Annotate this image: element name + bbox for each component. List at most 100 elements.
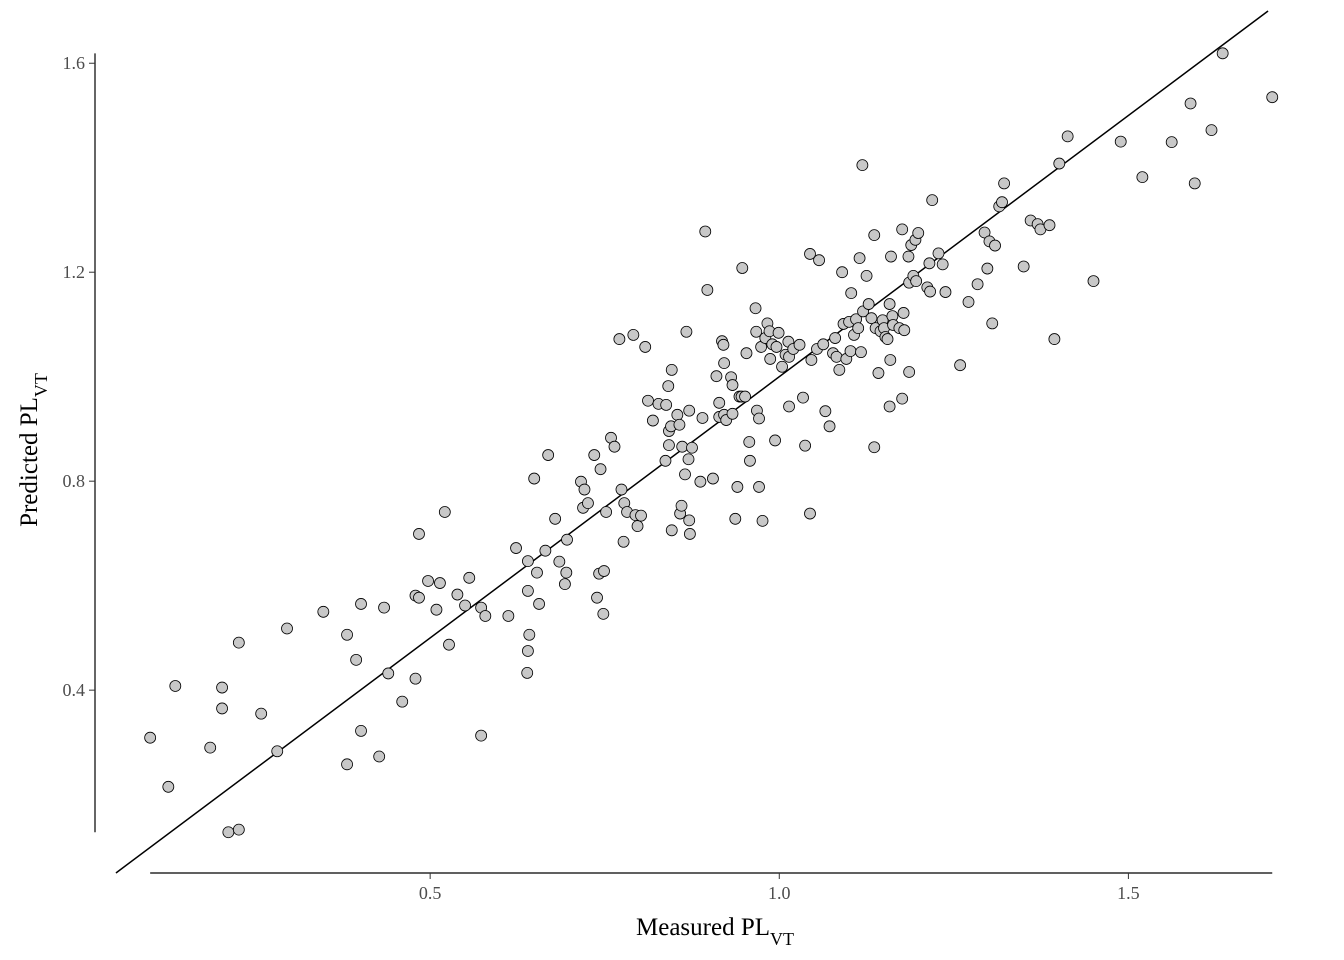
data-point <box>451 588 464 601</box>
data-point <box>726 407 739 420</box>
data-point <box>1188 177 1201 190</box>
data-point <box>413 528 425 540</box>
data-point <box>665 364 678 376</box>
data-point <box>862 298 875 310</box>
data-point <box>804 248 816 260</box>
data-point <box>865 312 878 325</box>
data-point <box>912 227 925 239</box>
data-point <box>522 584 534 597</box>
data-point <box>717 338 730 351</box>
data-point <box>770 341 783 353</box>
data-point <box>844 345 857 357</box>
data-point <box>699 225 712 238</box>
data-point <box>598 565 610 577</box>
data-point <box>659 454 672 467</box>
data-point <box>627 329 640 341</box>
data-point <box>799 439 812 452</box>
x-axis-title-subscript: VT <box>770 929 794 949</box>
data-point <box>1216 47 1229 60</box>
data-point <box>710 370 723 383</box>
data-point <box>868 441 881 454</box>
data-point <box>434 577 446 589</box>
data-point <box>613 333 626 345</box>
data-point <box>1266 91 1279 104</box>
data-point <box>533 598 545 610</box>
data-point <box>856 159 869 172</box>
data-point <box>631 520 644 533</box>
data-point <box>271 745 284 758</box>
data-point <box>682 453 695 466</box>
data-point <box>744 454 756 467</box>
data-point <box>729 512 742 525</box>
data-point <box>833 364 846 376</box>
data-point <box>660 399 673 411</box>
data-point <box>813 254 825 267</box>
data-point <box>169 680 182 692</box>
data-point <box>232 636 245 649</box>
data-point <box>903 366 916 378</box>
data-point <box>553 555 566 568</box>
data-point <box>1061 130 1074 143</box>
data-point <box>679 468 691 481</box>
data-point <box>896 223 909 236</box>
data-point <box>438 506 451 518</box>
data-point <box>872 367 885 379</box>
data-point <box>981 262 994 275</box>
data-point <box>539 544 552 557</box>
x-tick-label: 1.5 <box>1117 883 1140 903</box>
data-point <box>502 610 515 622</box>
data-point <box>582 497 594 510</box>
data-point <box>413 591 425 604</box>
data-point <box>510 542 522 554</box>
data-point <box>597 607 610 620</box>
data-point <box>749 302 762 315</box>
data-point <box>924 285 937 298</box>
data-point <box>885 250 897 263</box>
data-point <box>696 412 709 424</box>
data-point <box>750 325 763 338</box>
data-point <box>642 394 654 407</box>
data-point <box>996 196 1008 209</box>
data-point <box>281 622 293 635</box>
y-axis-title: Predicted PLVT <box>16 373 51 527</box>
data-point <box>1017 260 1030 273</box>
data-point <box>926 194 939 207</box>
x-tick-label: 1.0 <box>768 883 791 903</box>
data-point <box>588 449 601 461</box>
data-point <box>852 322 865 335</box>
data-point <box>673 418 686 431</box>
data-point <box>378 601 390 614</box>
data-point <box>675 499 688 512</box>
data-point <box>731 481 744 493</box>
data-point <box>860 269 873 282</box>
data-point <box>932 247 945 260</box>
data-point <box>923 257 936 270</box>
data-point <box>954 359 967 372</box>
data-point <box>868 229 881 242</box>
data-point <box>396 695 409 708</box>
data-point <box>853 252 866 265</box>
x-axis-title-main: Measured PL <box>636 914 770 941</box>
data-point <box>341 628 353 641</box>
data-point <box>523 628 536 641</box>
data-point <box>600 506 613 518</box>
data-point <box>521 667 534 679</box>
data-point <box>1184 97 1197 110</box>
y-axis-title-subscript: VT <box>31 373 51 397</box>
y-tick-label: 0.4 <box>63 680 86 700</box>
data-point <box>522 645 534 657</box>
x-tick-label: 0.5 <box>419 883 442 903</box>
data-point <box>1087 275 1100 287</box>
data-point <box>884 354 897 366</box>
data-point <box>804 507 816 520</box>
data-point <box>823 420 836 433</box>
data-point <box>971 278 984 291</box>
data-point <box>522 555 534 568</box>
data-point <box>542 449 555 461</box>
data-point <box>683 404 696 417</box>
data-point <box>443 638 455 651</box>
data-point <box>883 400 896 413</box>
data-point <box>578 483 591 496</box>
y-tick-label: 0.8 <box>63 471 86 491</box>
